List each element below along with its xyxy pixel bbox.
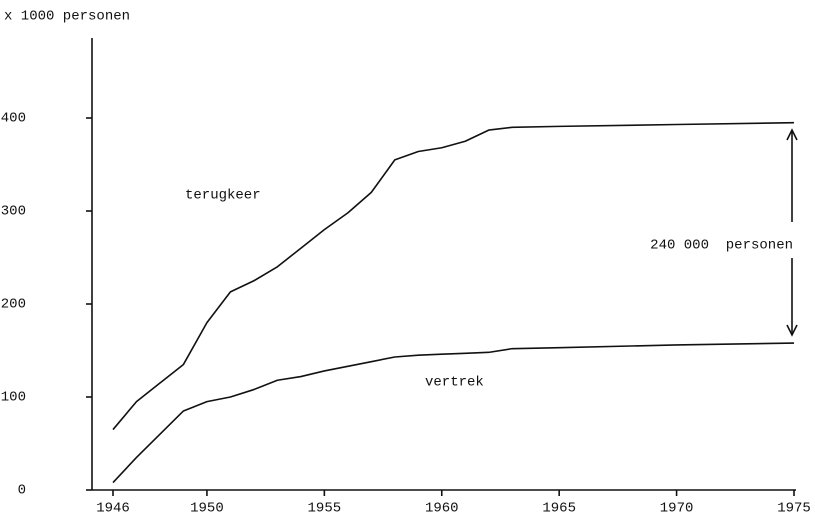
line-series [112, 342, 795, 484]
y-tick-label: 100 [1, 390, 26, 406]
x-tick-label: 1950 [190, 501, 224, 517]
y-tick-label: 300 [1, 204, 26, 220]
y-tick-label: 0 [18, 483, 26, 499]
x-tick-label: 1975 [777, 501, 811, 517]
y-axis-label: x 1000 personen [4, 9, 130, 25]
x-tick-label: 1946 [96, 501, 130, 517]
y-tick-label: 400 [1, 111, 26, 127]
x-tick-label: 1955 [308, 501, 342, 517]
annotation: 240 000 personen [650, 238, 793, 254]
annotation: vertrek [425, 375, 484, 391]
double-arrow [786, 128, 798, 337]
x-tick-label: 1960 [425, 501, 459, 517]
x-tick-label: 1965 [542, 501, 576, 517]
line-series [112, 121, 795, 431]
annotation: terugkeer [185, 188, 261, 204]
y-tick-label: 200 [1, 297, 26, 313]
x-tick-label: 1970 [660, 501, 694, 517]
